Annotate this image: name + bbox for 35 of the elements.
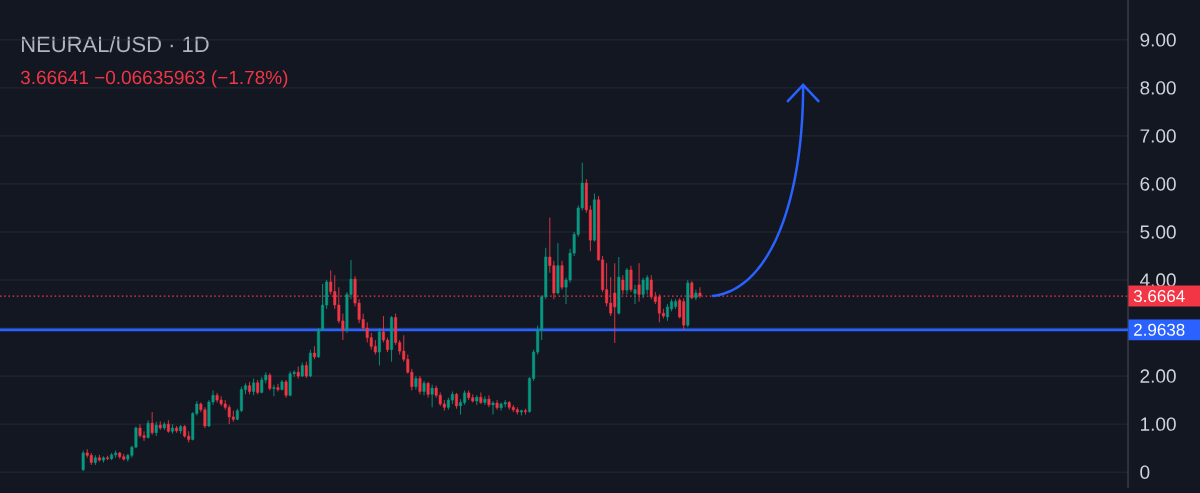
candlestick bbox=[308, 349, 312, 378]
candlestick bbox=[150, 411, 154, 436]
y-tick-label: 9.00 bbox=[1140, 33, 1176, 47]
candlestick bbox=[81, 450, 85, 472]
y-tick-label: 5.00 bbox=[1140, 225, 1176, 239]
candlestick bbox=[560, 260, 564, 291]
candlestick bbox=[625, 267, 629, 295]
candlestick bbox=[227, 404, 231, 425]
candlestick bbox=[276, 383, 280, 392]
candlestick bbox=[146, 419, 150, 439]
candlestick bbox=[641, 277, 645, 299]
text: 3.66641 −0.06635963 (−1.78%) bbox=[20, 70, 288, 88]
y-tick-label: 7.00 bbox=[1140, 129, 1176, 143]
candlestick bbox=[418, 375, 422, 395]
candlestick bbox=[377, 327, 381, 366]
y-tick-label: 4.00 bbox=[1140, 273, 1176, 287]
candlestick bbox=[621, 274, 625, 295]
y-tick-label: 8.00 bbox=[1140, 81, 1176, 95]
candlestick bbox=[288, 370, 292, 397]
candlestick bbox=[203, 406, 207, 429]
y-tick-label: 2.00 bbox=[1140, 369, 1176, 383]
y-tick-label: 0 bbox=[1140, 465, 1150, 479]
candlestick bbox=[483, 395, 487, 406]
candlestick bbox=[633, 284, 637, 305]
text: NEURAL/USD · 1D bbox=[22, 36, 209, 53]
candlestick bbox=[272, 384, 276, 397]
ref-line-label: 3.6664 bbox=[1133, 290, 1185, 303]
candlestick bbox=[629, 265, 633, 293]
candlestick bbox=[645, 274, 649, 295]
ref-line-label: 2.9638 bbox=[1134, 323, 1185, 336]
y-tick-label: 6.00 bbox=[1140, 177, 1176, 191]
candlestick bbox=[690, 280, 694, 300]
candlestick bbox=[491, 400, 495, 415]
y-tick-label: 1.00 bbox=[1141, 417, 1176, 431]
candlestick bbox=[430, 384, 434, 408]
